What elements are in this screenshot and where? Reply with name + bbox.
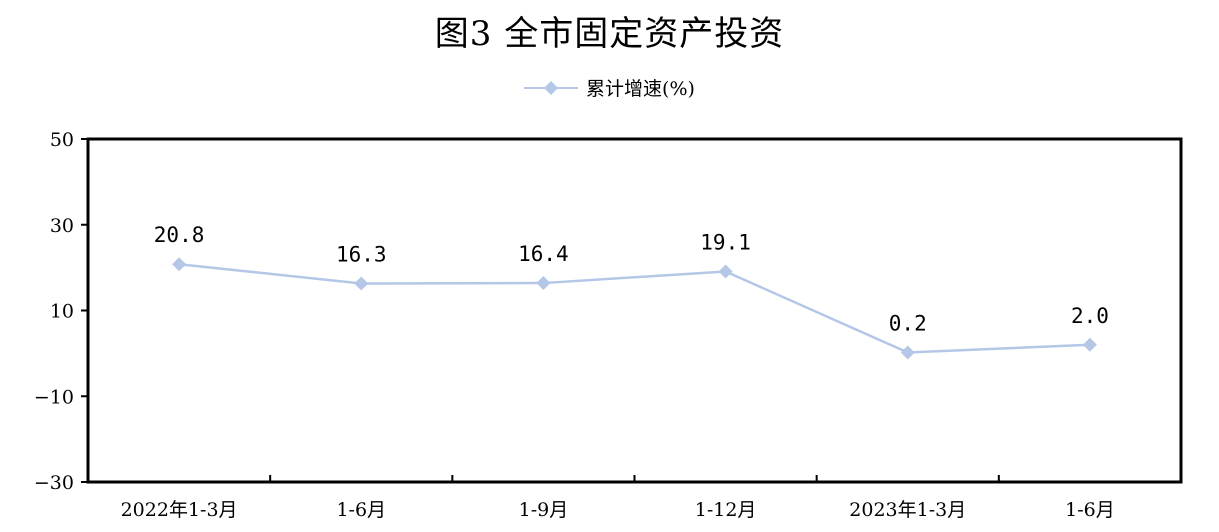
legend-line-marker-icon — [524, 80, 579, 95]
x-axis-tick-label: 1-12月 — [695, 499, 757, 521]
y-axis-tick-label: −10 — [34, 386, 74, 408]
plot-frame — [86, 137, 1183, 484]
data-label: 0.2 — [889, 312, 927, 336]
x-axis-tick-label: 1-6月 — [1065, 499, 1115, 521]
x-axis-tick-label: 1-9月 — [519, 499, 569, 521]
chart-title: 图3 全市固定资产投资 — [434, 14, 785, 54]
data-point-marker — [900, 345, 915, 360]
data-label: 2.0 — [1071, 304, 1109, 328]
series-line — [178, 262, 1090, 354]
data-point-marker — [718, 264, 733, 279]
data-label: 20.8 — [154, 223, 205, 247]
data-label: 16.3 — [336, 242, 387, 266]
y-axis-tick-label: −30 — [34, 472, 74, 494]
legend-series-label: 累计增速(%) — [586, 78, 695, 100]
x-axis-tick-label: 1-6月 — [336, 499, 386, 521]
data-point-marker — [172, 257, 187, 272]
data-label: 16.4 — [518, 242, 569, 266]
legend: 累计增速(%) — [0, 74, 1219, 101]
y-axis-tick-label: 50 — [50, 129, 74, 151]
data-point-marker — [536, 276, 551, 291]
x-axis-tick-label: 2023年1-3月 — [849, 499, 966, 521]
x-axis-tick-label: 2022年1-3月 — [121, 499, 238, 521]
y-axis-tick-label: 10 — [50, 301, 74, 323]
data-point-marker — [1082, 337, 1097, 352]
data-point-marker — [354, 276, 369, 291]
y-axis-tick-label: 30 — [50, 215, 74, 237]
data-label: 19.1 — [700, 230, 751, 254]
